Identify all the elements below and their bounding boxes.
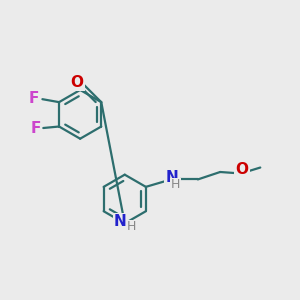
Text: H: H xyxy=(171,178,180,191)
Text: N: N xyxy=(166,169,178,184)
Text: F: F xyxy=(30,122,41,136)
Text: O: O xyxy=(70,75,83,90)
Text: H: H xyxy=(127,220,136,233)
Text: F: F xyxy=(29,91,39,106)
Text: N: N xyxy=(114,214,127,230)
Text: O: O xyxy=(235,161,248,176)
